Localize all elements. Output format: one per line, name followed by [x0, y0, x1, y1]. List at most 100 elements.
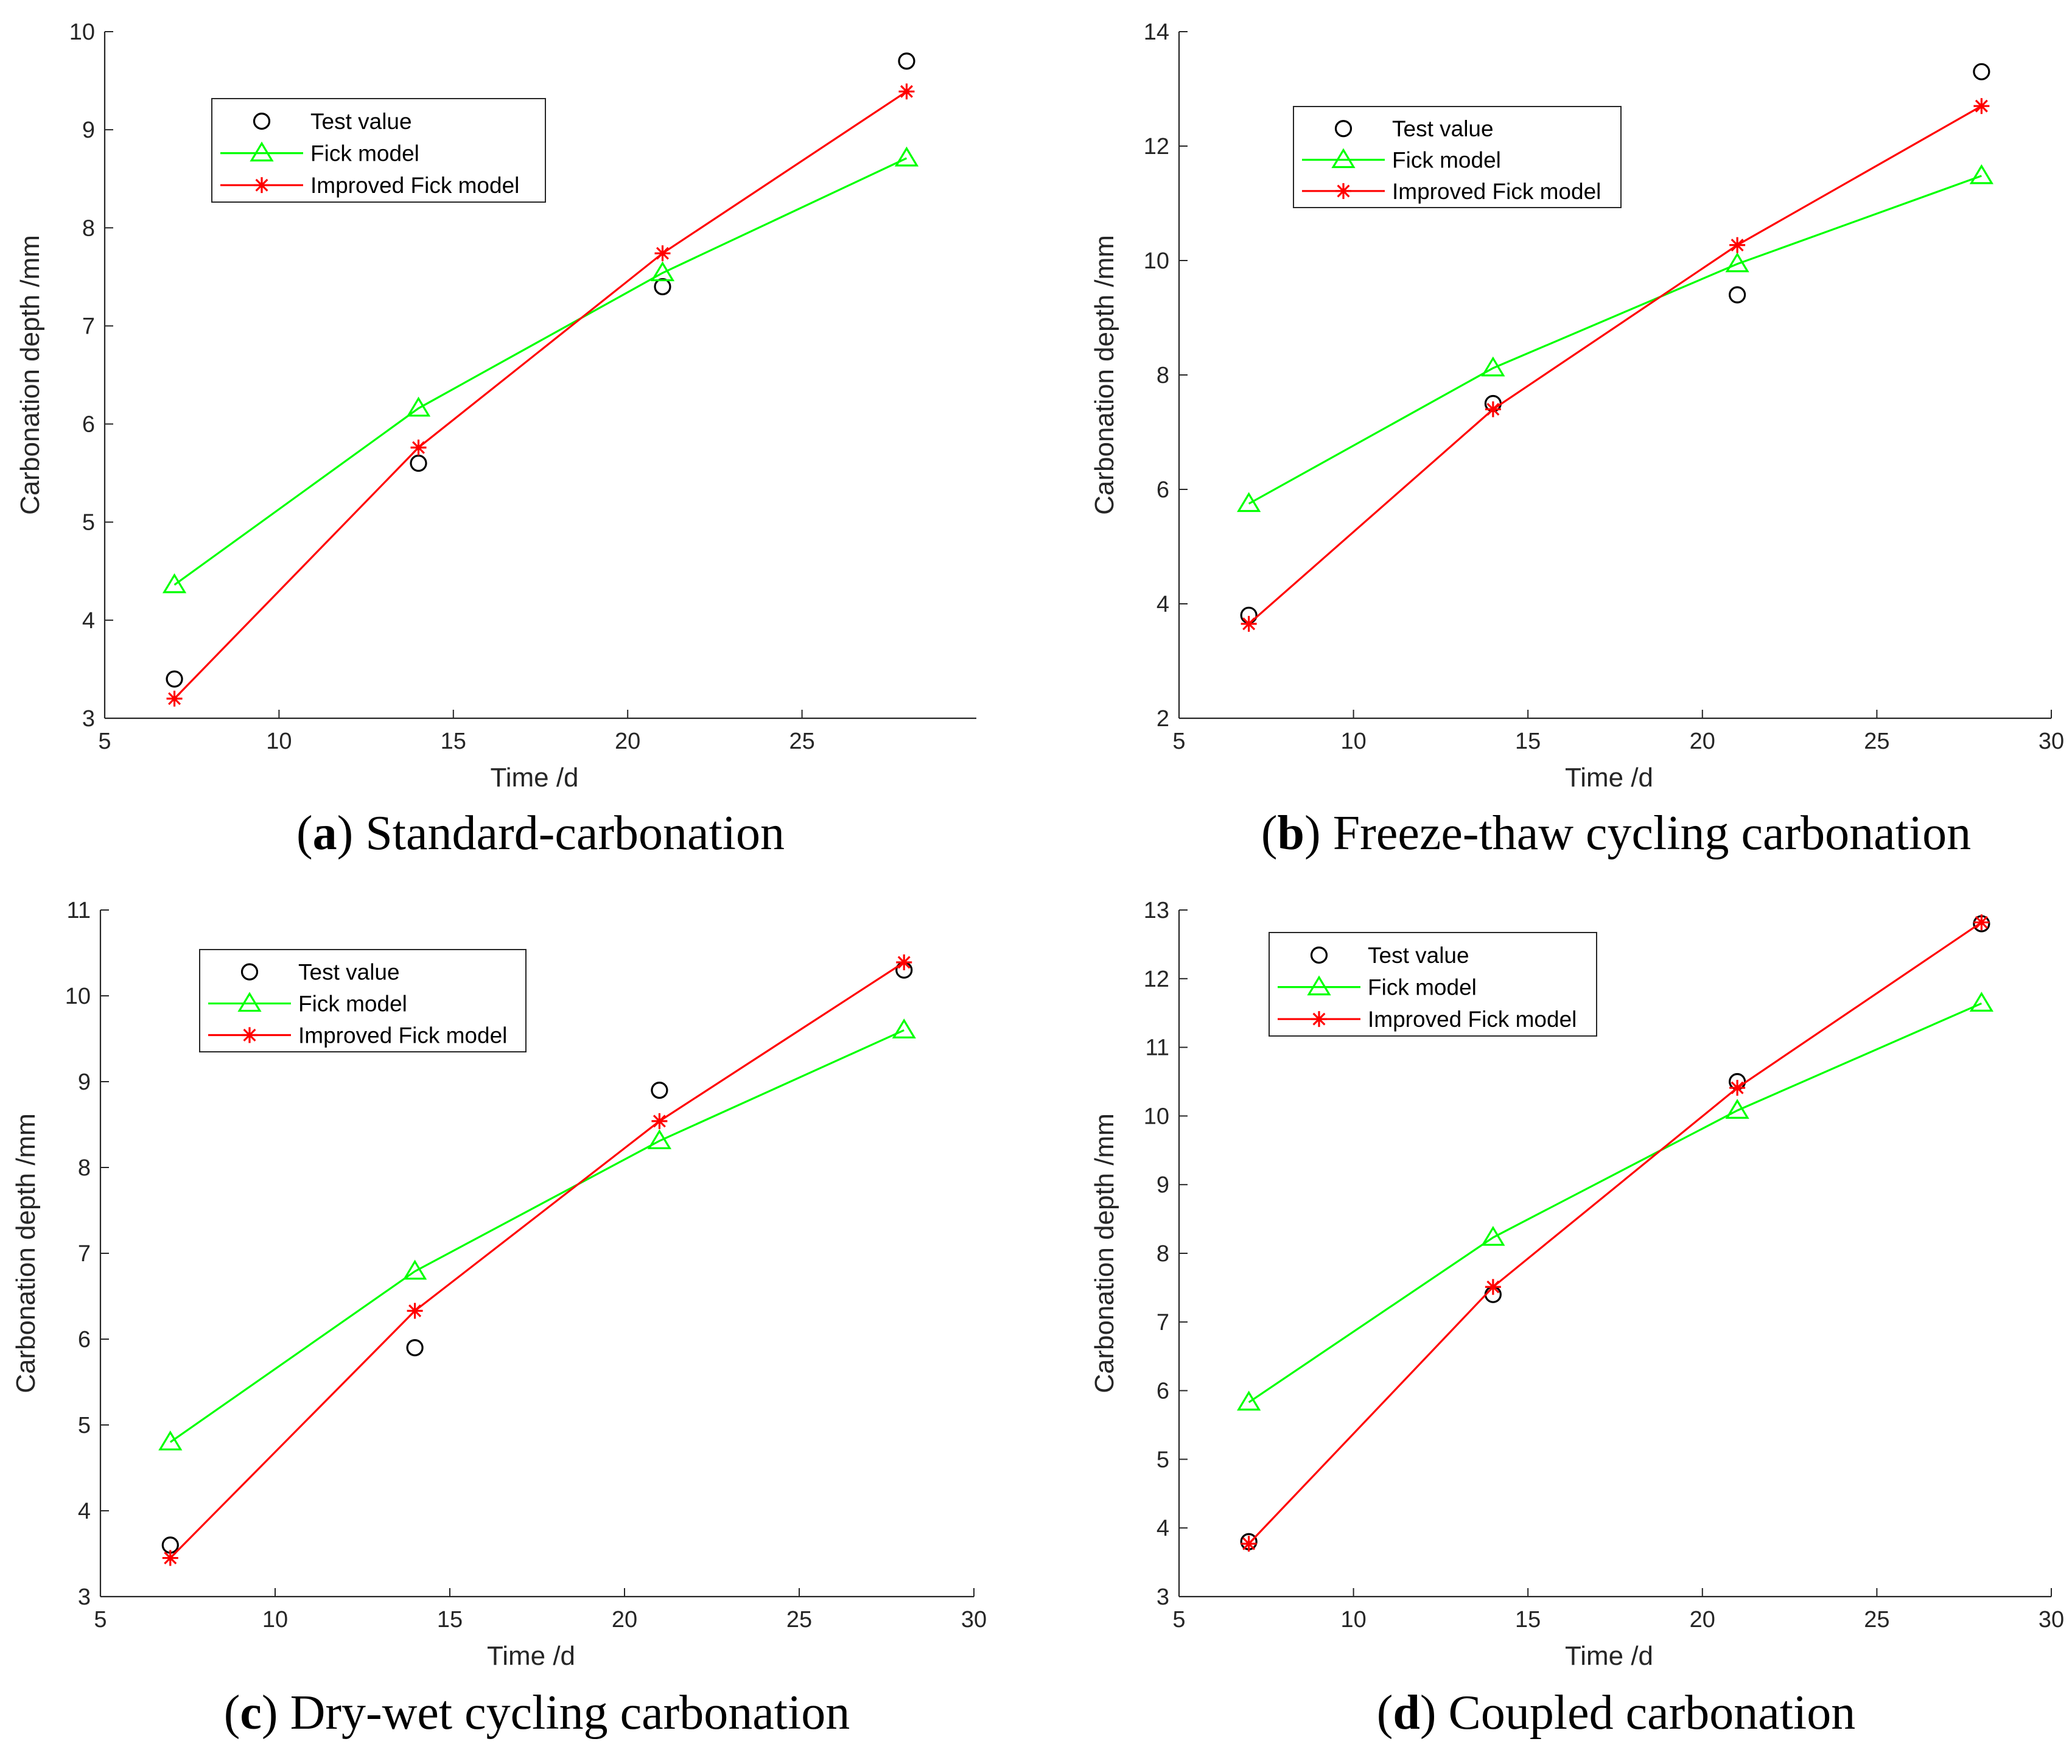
- data-point: [896, 954, 912, 971]
- series-line: [173, 90, 908, 699]
- x-axis-title: Time /d: [490, 763, 578, 793]
- y-tick-label: 8: [78, 1155, 91, 1181]
- x-tick-label: 25: [1864, 729, 1889, 754]
- x-tick-label: 25: [789, 729, 814, 754]
- data-point: [166, 670, 183, 688]
- x-tick-label: 5: [1172, 1607, 1185, 1633]
- data-point: [158, 1430, 183, 1451]
- legend-marker: [1334, 120, 1353, 138]
- y-tick-label: 4: [1157, 592, 1169, 617]
- y-tick-label: 10: [69, 19, 95, 45]
- y-tick-label: 7: [78, 1241, 91, 1267]
- y-tick-label: 10: [1144, 248, 1169, 274]
- data-point: [166, 690, 183, 707]
- legend-entry-label: Improved Fick model: [310, 173, 519, 198]
- y-tick-label: 9: [82, 117, 95, 143]
- data-point: [1481, 1225, 1505, 1246]
- y-tick-label: 2: [1157, 706, 1169, 732]
- y-tick-label: 5: [1157, 1447, 1169, 1472]
- series-line: [1248, 921, 1983, 1545]
- x-tick-label: 10: [1340, 1607, 1366, 1633]
- y-axis-title: Carbonation depth /mm: [15, 235, 45, 515]
- y-tick-label: 8: [82, 215, 95, 241]
- series-line: [169, 961, 905, 1559]
- data-point: [654, 245, 671, 262]
- data-point: [162, 1550, 178, 1566]
- data-point: [654, 278, 671, 296]
- legend-marker: [250, 141, 274, 162]
- series-improved-fick-model: [1241, 914, 1990, 1552]
- data-point: [1241, 615, 1257, 632]
- y-tick-label: 11: [1146, 1035, 1169, 1061]
- data-point: [1729, 237, 1746, 253]
- data-point: [1729, 1080, 1746, 1096]
- chart-panel-d: 5 10 15 20 25 30 3 4 5 6 7 8 9 10 11 12 13 Time /d Carbona…: [1090, 898, 2064, 1740]
- panel-caption: (a) Standard-carbonation: [296, 807, 785, 860]
- data-point: [1973, 63, 1990, 80]
- series-fick-model: [162, 146, 919, 593]
- y-axis-title: Carbonation depth /mm: [11, 1113, 41, 1393]
- y-tick-label: 5: [82, 510, 95, 536]
- series-improved-fick-model: [166, 83, 915, 707]
- y-tick-label: 7: [1157, 1310, 1169, 1335]
- chart-panel-c: 5 10 15 20 25 30 3 4 5 6 7 8 9 10 11 Time /d Carbonation…: [11, 898, 987, 1740]
- x-tick-label: 10: [1340, 729, 1366, 754]
- data-point: [410, 454, 427, 472]
- x-tick-label: 15: [1515, 729, 1541, 754]
- series-line: [1248, 175, 1982, 505]
- y-tick-label: 6: [82, 412, 95, 438]
- x-tick-label: 20: [1690, 729, 1715, 754]
- legend-entry-label: Test value: [1392, 116, 1494, 141]
- legend-marker: [1307, 975, 1331, 996]
- x-axis-title: Time /d: [487, 1641, 575, 1671]
- y-tick-label: 10: [1144, 1104, 1169, 1129]
- y-tick-label: 5: [78, 1413, 91, 1438]
- series-line: [169, 1029, 905, 1443]
- data-point: [1729, 286, 1746, 304]
- x-tick-label: 15: [437, 1607, 463, 1633]
- data-point: [651, 1113, 668, 1129]
- panel-caption: (d) Coupled carbonation: [1377, 1686, 1856, 1740]
- data-point: [1485, 401, 1501, 418]
- legend-entry-label: Fick model: [1392, 148, 1501, 173]
- series-line: [173, 157, 908, 586]
- y-tick-label: 4: [1157, 1516, 1169, 1541]
- legend-marker: [237, 992, 262, 1012]
- series-improved-fick-model: [162, 954, 912, 1566]
- legend-entry-label: Test value: [1368, 943, 1469, 968]
- panel-caption-letter: d: [1393, 1686, 1420, 1740]
- y-tick-label: 6: [78, 1327, 91, 1353]
- data-point: [898, 52, 915, 70]
- y-tick-label: 8: [1157, 1241, 1169, 1267]
- data-point: [1969, 992, 1993, 1012]
- legend: Test value Fick model Improved Fick model: [1269, 932, 1597, 1037]
- x-tick-label: 30: [961, 1607, 987, 1633]
- legend-entry-label: Fick model: [1368, 975, 1477, 1000]
- legend: Test value Fick model Improved Fick model: [1293, 106, 1622, 208]
- panel-caption-letter: b: [1278, 807, 1305, 860]
- y-tick-label: 9: [78, 1069, 91, 1095]
- x-tick-label: 25: [786, 1607, 812, 1633]
- data-point: [402, 1259, 427, 1280]
- data-point: [162, 573, 187, 593]
- y-tick-label: 3: [78, 1584, 91, 1610]
- series-line: [1248, 105, 1983, 625]
- data-point: [647, 1129, 672, 1149]
- y-tick-label: 4: [82, 608, 95, 634]
- series-line: [1248, 1002, 1983, 1404]
- series-fick-model: [158, 1018, 916, 1451]
- y-tick-label: 6: [1157, 1379, 1169, 1404]
- legend: Test value Fick model Improved Fick model: [199, 949, 527, 1052]
- legend-marker: [240, 963, 259, 981]
- x-tick-label: 15: [441, 729, 466, 754]
- data-point: [650, 261, 675, 282]
- series-fick-model: [1237, 164, 1993, 513]
- x-tick-label: 25: [1864, 1607, 1889, 1633]
- y-tick-label: 3: [1157, 1584, 1169, 1610]
- y-tick-label: 12: [1144, 134, 1169, 159]
- x-tick-label: 10: [262, 1607, 288, 1633]
- x-tick-label: 15: [1515, 1607, 1541, 1633]
- y-tick-label: 10: [65, 984, 91, 1009]
- panel-caption: (b) Freeze-thaw cycling carbonation: [1261, 807, 1971, 860]
